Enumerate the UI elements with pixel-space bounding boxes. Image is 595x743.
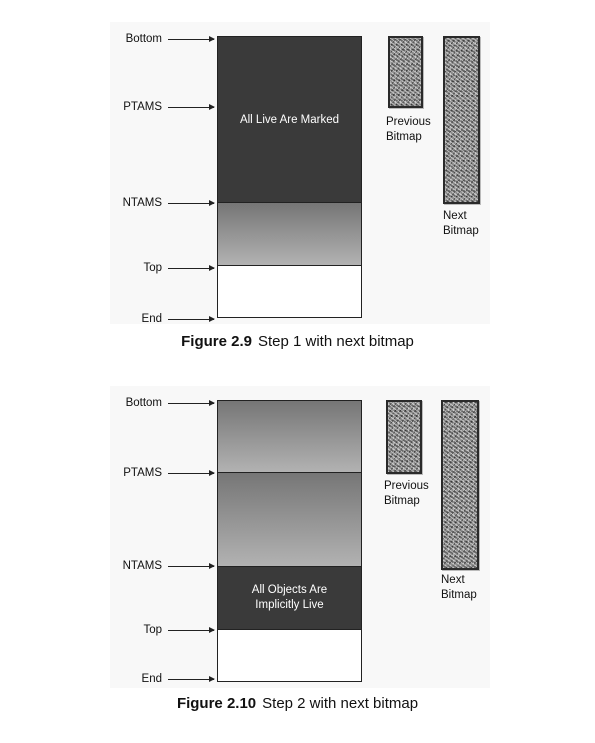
- figure-number: Figure 2.9: [181, 333, 252, 350]
- allocated-region: [217, 472, 362, 566]
- previous-bitmap-label: Previous Bitmap: [386, 116, 431, 143]
- pointer-label-ntams: NTAMS: [122, 560, 162, 572]
- pointer-label-end: End: [141, 313, 162, 325]
- figure-caption: Figure 2.9 Step 1 with next bitmap: [0, 333, 595, 350]
- figure-caption: Figure 2.10 Step 2 with next bitmap: [0, 695, 595, 712]
- pointer-label-top: Top: [143, 262, 162, 274]
- next-bitmap: [441, 400, 479, 570]
- allocated-since-mark-region: [217, 202, 362, 265]
- pointer-label-ptams: PTAMS: [123, 101, 162, 113]
- implicitly-live-label: All Objects Are Implicitly Live: [251, 584, 328, 611]
- pointer-arrow-ptams: [168, 104, 215, 110]
- pointer-arrow-end: [168, 676, 215, 682]
- implicitly-live-region: All Objects Are Implicitly Live: [217, 566, 362, 629]
- figure-number: Figure 2.10: [176, 695, 257, 712]
- figure-title: Step 1 with next bitmap: [257, 333, 414, 350]
- pointer-arrow-top: [168, 627, 215, 633]
- pointer-label-end: End: [141, 673, 162, 685]
- free-region: [217, 265, 362, 318]
- previous-bitmap: [386, 400, 422, 474]
- pointer-label-bottom: Bottom: [125, 33, 162, 45]
- free-region: [217, 629, 362, 682]
- pointer-label-bottom: Bottom: [125, 397, 162, 409]
- pointer-arrow-ntams: [168, 563, 215, 569]
- pointer-arrow-end: [168, 316, 215, 322]
- pointer-label-ntams: NTAMS: [122, 197, 162, 209]
- next-bitmap-label: Next Bitmap: [443, 210, 479, 237]
- pointer-arrow-ntams: [168, 200, 215, 206]
- pointer-label-ptams: PTAMS: [123, 467, 162, 479]
- previous-bitmap-label: Previous Bitmap: [384, 480, 429, 507]
- figure-2-10: Bottom PTAMS NTAMS Top End All Objects A…: [0, 370, 595, 743]
- previously-marked-region: [217, 400, 362, 472]
- previous-bitmap: [388, 36, 423, 108]
- pointer-arrow-bottom: [168, 400, 215, 406]
- pointer-arrow-ptams: [168, 470, 215, 476]
- figure-2-9: Bottom PTAMS NTAMS Top End All Live Are …: [0, 0, 595, 370]
- next-bitmap: [443, 36, 480, 204]
- next-bitmap-label: Next Bitmap: [441, 574, 477, 601]
- pointer-label-top: Top: [143, 624, 162, 636]
- marked-region-label: All Live Are Marked: [239, 114, 340, 126]
- marked-region: All Live Are Marked: [217, 36, 362, 202]
- pointer-arrow-top: [168, 265, 215, 271]
- pointer-arrow-bottom: [168, 36, 215, 42]
- figure-title: Step 2 with next bitmap: [262, 695, 419, 712]
